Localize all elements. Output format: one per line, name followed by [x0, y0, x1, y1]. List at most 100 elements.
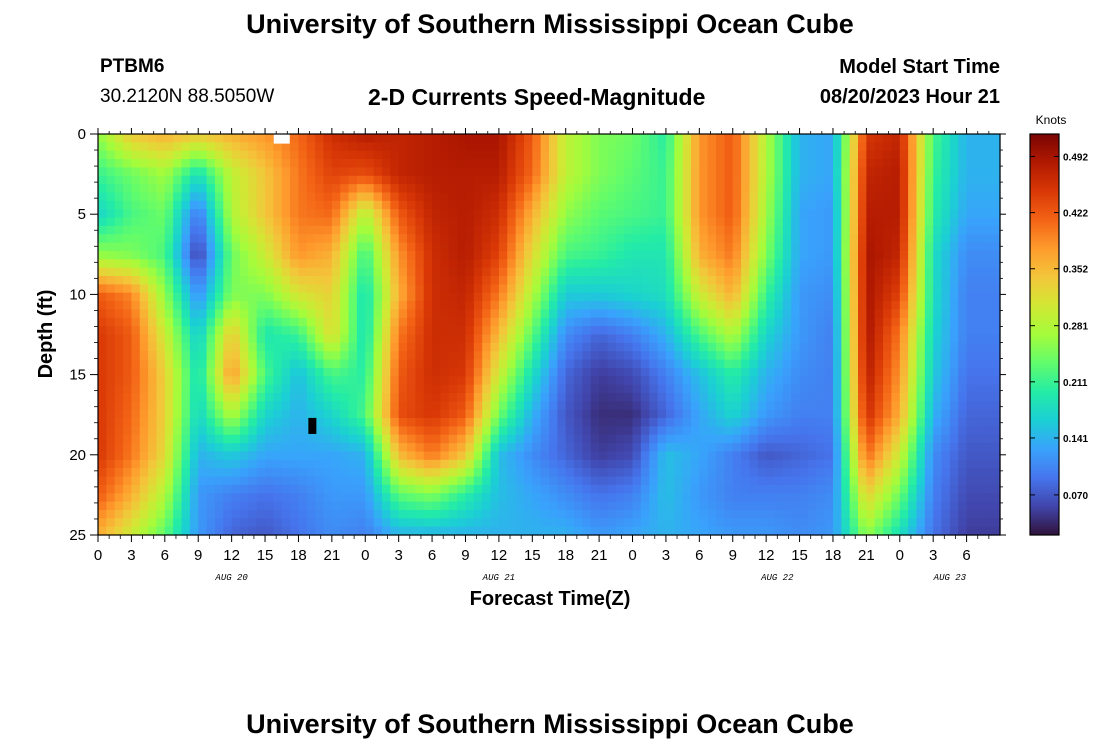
heatmap-cell — [565, 167, 575, 177]
heatmap-cell — [590, 284, 600, 294]
heatmap-cell — [599, 234, 609, 244]
heatmap-cell — [331, 426, 341, 436]
heatmap-cell — [891, 134, 901, 143]
heatmap-cell — [866, 509, 876, 519]
heatmap-cell — [256, 159, 266, 169]
heatmap-cell — [799, 326, 809, 336]
heatmap-cell — [941, 184, 951, 194]
heatmap-cell — [273, 225, 283, 235]
heatmap-cell — [757, 259, 767, 269]
heatmap-cell — [98, 459, 107, 469]
heatmap-cell — [106, 434, 116, 444]
heatmap-cell — [198, 301, 208, 311]
heatmap-cell — [239, 142, 249, 152]
heatmap-cell — [198, 159, 208, 169]
heatmap-cell — [757, 175, 767, 185]
heatmap-cell — [599, 476, 609, 486]
heatmap-cell — [682, 159, 692, 169]
heatmap-cell — [256, 234, 266, 244]
heatmap-cell — [565, 434, 575, 444]
heatmap-cell — [958, 418, 968, 427]
heatmap-cell — [114, 217, 124, 227]
heatmap-cell — [523, 301, 533, 311]
heatmap-cell — [766, 192, 776, 202]
heatmap-cell — [991, 351, 1001, 361]
heatmap-cell — [181, 317, 191, 327]
heatmap-cell — [223, 292, 233, 302]
heatmap-cell — [949, 301, 959, 311]
heatmap-cell — [381, 367, 391, 377]
heatmap-cell — [841, 234, 851, 244]
heatmap-cell — [498, 167, 508, 177]
heatmap-cell — [189, 192, 199, 202]
heatmap-cell — [290, 200, 300, 210]
heatmap-cell — [189, 250, 199, 260]
heatmap-cell — [891, 418, 901, 427]
heatmap-cell — [649, 142, 659, 152]
heatmap-cell — [557, 326, 567, 336]
heatmap-cell — [891, 434, 901, 444]
heatmap-cell — [916, 259, 926, 269]
heatmap-cell — [933, 459, 943, 469]
heatmap-cell — [415, 459, 425, 469]
heatmap-cell — [181, 342, 191, 352]
heatmap-cell — [807, 418, 817, 427]
heatmap-cell — [615, 468, 625, 478]
heatmap-cell — [991, 317, 1001, 327]
heatmap-cell — [924, 234, 934, 244]
heatmap-cell — [799, 150, 809, 160]
heatmap-cell — [131, 175, 141, 185]
heatmap-cell — [365, 167, 375, 177]
heatmap-cell — [732, 501, 742, 511]
heatmap-cell — [473, 150, 483, 160]
heatmap-cell — [615, 217, 625, 227]
heatmap-cell — [465, 284, 475, 294]
heatmap-cell — [348, 309, 358, 319]
heatmap-cell — [883, 276, 893, 285]
heatmap-cell — [206, 209, 216, 219]
heatmap-cell — [799, 418, 809, 427]
heatmap-cell — [766, 476, 776, 486]
heatmap-cell — [465, 418, 475, 427]
heatmap-cell — [189, 359, 199, 369]
heatmap-cell — [974, 217, 984, 227]
heatmap-cell — [849, 476, 859, 486]
heatmap-cell — [858, 142, 867, 152]
heatmap-cell — [615, 142, 625, 152]
heatmap-cell — [256, 184, 266, 194]
heatmap-cell — [482, 401, 492, 411]
heatmap-cell — [674, 192, 684, 202]
heatmap-cell — [824, 234, 834, 244]
heatmap-cell — [340, 292, 350, 302]
heatmap-cell — [674, 209, 684, 219]
heatmap-cell — [407, 184, 416, 194]
heatmap-cell — [448, 501, 458, 511]
heatmap-cell — [331, 200, 341, 210]
heatmap-cell — [498, 184, 508, 194]
heatmap-cell — [941, 167, 951, 177]
heatmap-cell — [214, 484, 224, 494]
heatmap-cell — [624, 434, 634, 444]
heatmap-cell — [206, 326, 216, 336]
heatmap-cell — [306, 334, 316, 344]
heatmap-cell — [398, 384, 408, 394]
heatmap-cell — [398, 267, 408, 277]
heatmap-cell — [407, 359, 416, 369]
heatmap-cell — [899, 167, 909, 177]
heatmap-cell — [841, 443, 851, 453]
heatmap-cell — [716, 367, 725, 377]
heatmap-cell — [991, 150, 1001, 160]
heatmap-cell — [457, 276, 467, 285]
heatmap-cell — [206, 351, 216, 361]
heatmap-cell — [457, 309, 467, 319]
heatmap-cell — [231, 342, 241, 352]
heatmap-cell — [891, 217, 901, 227]
heatmap-cell — [139, 159, 149, 169]
heatmap-cell — [565, 459, 575, 469]
heatmap-cell — [774, 142, 784, 152]
heatmap-cell — [574, 426, 584, 436]
heatmap-cell — [632, 175, 642, 185]
heatmap-cell — [390, 242, 400, 252]
heatmap-cell — [732, 409, 742, 419]
heatmap-cell — [198, 242, 208, 252]
